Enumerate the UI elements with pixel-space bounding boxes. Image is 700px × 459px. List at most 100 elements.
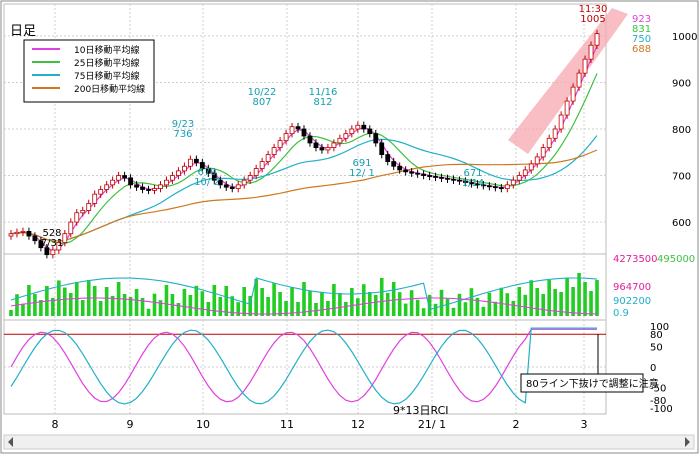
ma-latest-value: 750 [632, 34, 651, 45]
volume-bar [80, 300, 85, 316]
annotation-date: 11/16 [309, 87, 338, 98]
volume-bar [332, 284, 336, 316]
volume-bar [469, 288, 474, 316]
volume-bar [326, 301, 330, 316]
rci-period-label: 9*13日RCI [393, 404, 449, 417]
candlesticks [8, 29, 600, 259]
candle-body [140, 186, 145, 190]
candle-body [241, 179, 247, 186]
volume-bar [391, 282, 396, 316]
volume-bar [553, 289, 557, 316]
candle-body [265, 154, 271, 162]
month-tick-label: 12 [351, 418, 365, 431]
candle-body [313, 142, 319, 149]
candle-body [74, 212, 80, 223]
month-tick-label: 3 [581, 418, 588, 431]
volume-label: 0.9 [613, 308, 629, 319]
month-tick-label: 21/ 1 [418, 418, 446, 431]
price-tick-label: 1000 [672, 32, 697, 43]
candle-body [289, 126, 295, 135]
scroll-right-arrow-icon[interactable] [685, 437, 690, 447]
candle-body [98, 189, 104, 195]
volume-bar [63, 287, 67, 316]
candle-body [570, 86, 576, 102]
candle-body [164, 179, 169, 186]
rci-tick-label: -80 [650, 396, 666, 407]
volume-bar [457, 293, 462, 316]
candle-body [373, 133, 379, 144]
candle-body [128, 177, 133, 186]
legend-label: 10日移動平均線 [74, 44, 139, 56]
scrollbar-track[interactable] [3, 434, 695, 450]
rci-callout-text: 80ライン下抜けで調整に注意 [526, 377, 659, 390]
annotation-date: 10/ 2 [194, 177, 220, 188]
volume-bar [236, 302, 241, 316]
price-tick-label: 900 [672, 78, 691, 89]
candle-body [421, 173, 426, 176]
volume-bar [164, 285, 169, 316]
annotation-date: 11:30 [579, 4, 608, 15]
candle-body [546, 137, 552, 149]
scroll-left-arrow-icon[interactable] [8, 437, 13, 447]
volume-bar [110, 296, 115, 316]
candle-body [510, 179, 516, 186]
candle-body [588, 44, 594, 60]
volume-bar [284, 301, 288, 316]
volume-bar [415, 299, 420, 316]
annotation-value: 528 [42, 228, 61, 239]
candle-body [122, 175, 128, 179]
annotation-value: 736 [173, 129, 192, 140]
candle-body [540, 147, 546, 158]
volume-bar [523, 294, 528, 316]
candle-body [409, 171, 415, 174]
volume-bar [92, 286, 97, 316]
candle-body [104, 184, 110, 190]
candle-body [349, 128, 355, 135]
volume-bar [487, 292, 492, 316]
volume-bar [128, 297, 133, 316]
volume-bar [254, 279, 258, 316]
candle-body [480, 184, 486, 187]
volume-bar [439, 289, 444, 316]
annotation-value: 691 [352, 158, 371, 169]
volume-bar [385, 293, 390, 316]
candle-body [14, 231, 20, 235]
volume-bar [21, 303, 25, 316]
candle-body [182, 165, 187, 172]
candle-body [56, 242, 62, 251]
candle-body [92, 193, 98, 204]
candle-body [229, 186, 235, 189]
volume-bar [266, 297, 270, 316]
candle-body [110, 179, 116, 186]
volume-bar [535, 288, 540, 316]
volume-bar [463, 302, 468, 316]
candle-body [80, 210, 86, 214]
volume-bar [260, 288, 264, 316]
volume-bar [577, 273, 581, 316]
candle-body [504, 184, 510, 189]
candle-body [68, 221, 74, 235]
candle-body [594, 33, 600, 46]
volume-bar [511, 301, 516, 316]
horizontal-scrollbar[interactable] [3, 434, 695, 450]
candle-body [199, 162, 205, 169]
candle-body [271, 147, 277, 155]
annotation-date: 10/22 [248, 87, 277, 98]
month-tick-label: 10 [196, 418, 210, 431]
candle-body [516, 175, 522, 181]
price-tick-label: 700 [672, 172, 691, 183]
candle-body [211, 172, 217, 181]
candle-body [217, 179, 223, 186]
candle-body [367, 128, 373, 135]
candle-body [146, 189, 151, 191]
volume-bar [302, 282, 306, 316]
candle-body [325, 147, 331, 151]
candle-body [534, 156, 540, 165]
volume-bar [200, 291, 205, 316]
volume-bar [397, 292, 402, 316]
volume-bar [314, 303, 318, 316]
candle-body [50, 249, 56, 256]
